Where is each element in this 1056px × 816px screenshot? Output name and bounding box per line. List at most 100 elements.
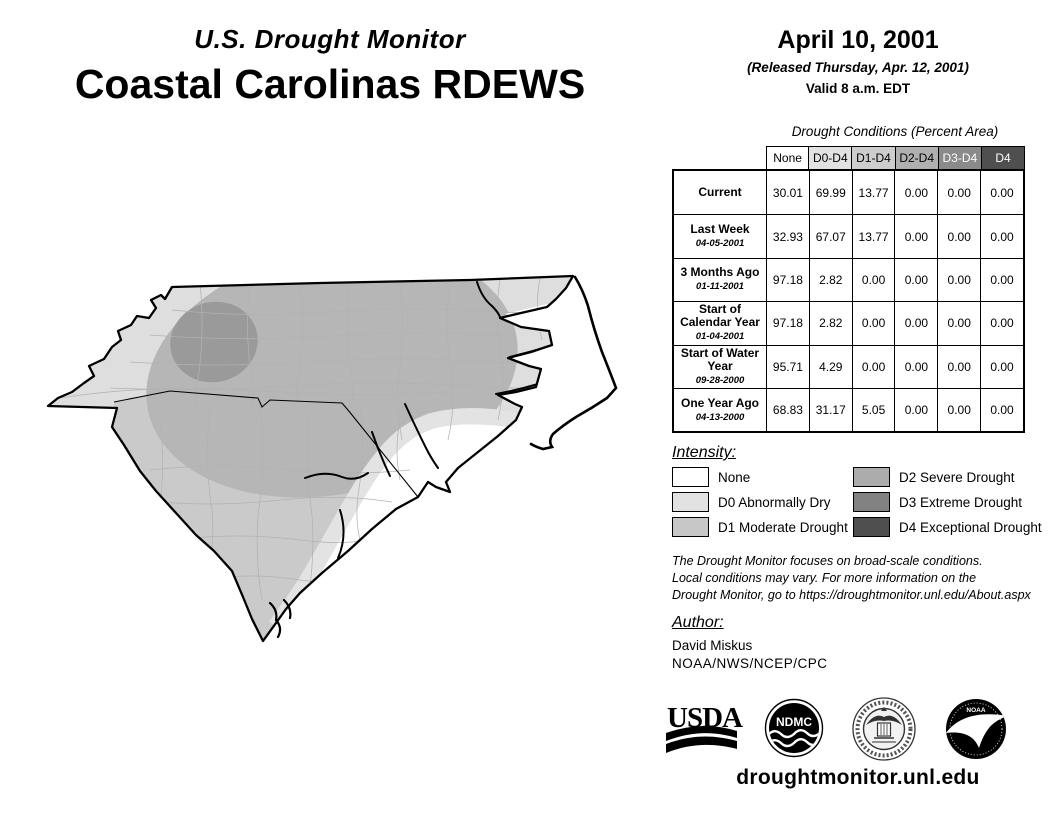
table-cell: 0.00 [980, 171, 1023, 215]
table-row: Start of Calendar Year 01-04-2001 97.18 2… [674, 301, 1023, 345]
legend-label: D3 Extreme Drought [899, 494, 1023, 510]
footer-url: droughtmonitor.unl.edu [736, 766, 980, 789]
disclaimer-line: The Drought Monitor focuses on broad-sca… [672, 554, 983, 568]
program-title: U.S. Drought Monitor [194, 24, 466, 54]
table-cell: 5.05 [851, 388, 895, 432]
legend-label: D0 Abnormally Dry [718, 494, 831, 510]
legend-item-d3: D3 Extreme Drought [853, 492, 1022, 512]
table-cell: 0.00 [851, 302, 895, 345]
author-organization: NOAA/NWS/NCEP/CPC [672, 656, 828, 671]
noaa-logo: NOAA [946, 699, 1006, 759]
table-header-row: None D0-D4 D1-D4 D2-D4 D3-D4 D4 [766, 146, 1026, 170]
legend-title: Intensity: [672, 444, 737, 461]
table-row: One Year Ago 04-13-2000 68.83 31.17 5.05 … [674, 387, 1023, 432]
usda-logo: USDA [666, 702, 744, 753]
row-date: 04-13-2000 [695, 411, 745, 423]
table-cell: 0.00 [894, 388, 937, 432]
row-date: 01-11-2001 [696, 281, 744, 293]
table-cell: 13.77 [851, 171, 895, 215]
table-body: Current 30.01 69.99 13.77 0.00 0.00 0.00… [672, 169, 1025, 434]
agency-logos: USDA NDMC [666, 697, 1006, 761]
table-cell: 0.00 [980, 345, 1023, 388]
legend-swatch-none [672, 467, 709, 487]
table-cell: 0.00 [894, 171, 937, 215]
table-cell: 97.18 [766, 258, 809, 302]
table-cell: 0.00 [937, 345, 980, 388]
table-cell: 69.99 [808, 171, 852, 215]
table-cell: 0.00 [937, 215, 980, 258]
table-cell: 2.82 [808, 258, 852, 302]
column-header-d2d4: D2-D4 [895, 146, 939, 170]
author-heading: Author: [672, 614, 724, 631]
table-cell: 0.00 [894, 302, 937, 345]
table-cell: 0.00 [980, 215, 1023, 258]
table-cell: 0.00 [937, 302, 980, 345]
column-header-d0d4: D0-D4 [809, 146, 853, 170]
column-header-d1d4: D1-D4 [852, 146, 896, 170]
table-cell: 0.00 [894, 215, 937, 258]
table-cell: 4.29 [808, 345, 852, 388]
table-cell: 0.00 [937, 388, 980, 432]
row-label: Start of Calendar Year [680, 302, 760, 330]
release-date: (Released Thursday, Apr. 12, 2001) [747, 60, 969, 75]
table-cell: 2.82 [808, 302, 852, 345]
nc-sc-border [113, 390, 419, 498]
table-cell: 0.00 [851, 258, 895, 302]
table-cell: 0.00 [894, 258, 937, 302]
disclaimer-line: Local conditions may vary. For more info… [672, 571, 977, 585]
table-cell: 95.71 [766, 345, 809, 388]
table-cell: 0.00 [937, 258, 980, 302]
carolinas-drought-map [46, 274, 618, 643]
legend-label: D1 Moderate Drought [718, 519, 848, 535]
table-cell: 67.07 [808, 215, 852, 258]
outer-banks [529, 275, 618, 451]
legend-swatch-d2 [853, 467, 890, 487]
noaa-text: NOAA [966, 707, 985, 714]
legend-swatch-d4 [853, 517, 890, 537]
author-name: David Miskus [672, 638, 753, 653]
legend-item-none: None [672, 467, 750, 487]
sc-coastal-islands [268, 598, 292, 639]
row-label: One Year Ago [680, 395, 760, 410]
table-cell: 0.00 [980, 258, 1023, 302]
legend-swatch-d3 [853, 492, 890, 512]
row-label: Last Week [690, 222, 750, 237]
map-date: April 10, 2001 [777, 26, 939, 54]
row-label: Start of Water Year [680, 345, 760, 373]
table-title: Drought Conditions (Percent Area) [791, 124, 999, 139]
table-cell: 30.01 [766, 171, 809, 215]
table-row: Current 30.01 69.99 13.77 0.00 0.00 0.00 [674, 171, 1023, 215]
table-row: Start of Water Year 09-28-2000 95.71 4.29… [674, 344, 1023, 388]
ndmc-logo: NDMC [764, 698, 824, 758]
d2-drought-region [170, 301, 258, 383]
table-cell: 0.00 [980, 388, 1023, 432]
table-cell: 13.77 [851, 215, 895, 258]
date-block: April 10, 2001 (Released Thursday, Apr. … [660, 26, 1056, 96]
legend-swatch-d0 [672, 492, 709, 512]
table-cell: 0.00 [937, 171, 980, 215]
table-cell: 97.18 [766, 302, 809, 345]
table-cell: 0.00 [980, 302, 1023, 345]
legend-item-d0: D0 Abnormally Dry [672, 492, 831, 512]
legend-label: None [718, 469, 751, 485]
valid-time: Valid 8 a.m. EDT [805, 81, 911, 96]
table-row: Last Week 04-05-2001 32.93 67.07 13.77 0.… [674, 214, 1023, 258]
column-header-d4: D4 [981, 146, 1026, 170]
legend-swatch-d1 [672, 517, 709, 537]
legend-label: D2 Severe Drought [899, 469, 1015, 485]
state-outline [46, 274, 575, 643]
table-row: 3 Months Ago 01-11-2001 97.18 2.82 0.00 0… [674, 257, 1023, 302]
legend-item-d1: D1 Moderate Drought [672, 517, 848, 537]
column-header-none: None [766, 146, 810, 170]
table-cell: 0.00 [851, 345, 895, 388]
ndmc-text: NDMC [776, 715, 812, 729]
table-cell: 0.00 [894, 345, 937, 388]
disclaimer: The Drought Monitor focuses on broad-sca… [672, 553, 1056, 604]
row-date: 04-05-2001 [695, 238, 745, 250]
table-cell: 68.83 [766, 388, 809, 432]
title-block: U.S. Drought Monitor Coastal Carolinas R… [40, 24, 620, 108]
page-title: Coastal Carolinas RDEWS [74, 61, 586, 107]
table-cell: 32.93 [766, 215, 809, 258]
legend-label: D4 Exceptional Drought [899, 519, 1042, 535]
